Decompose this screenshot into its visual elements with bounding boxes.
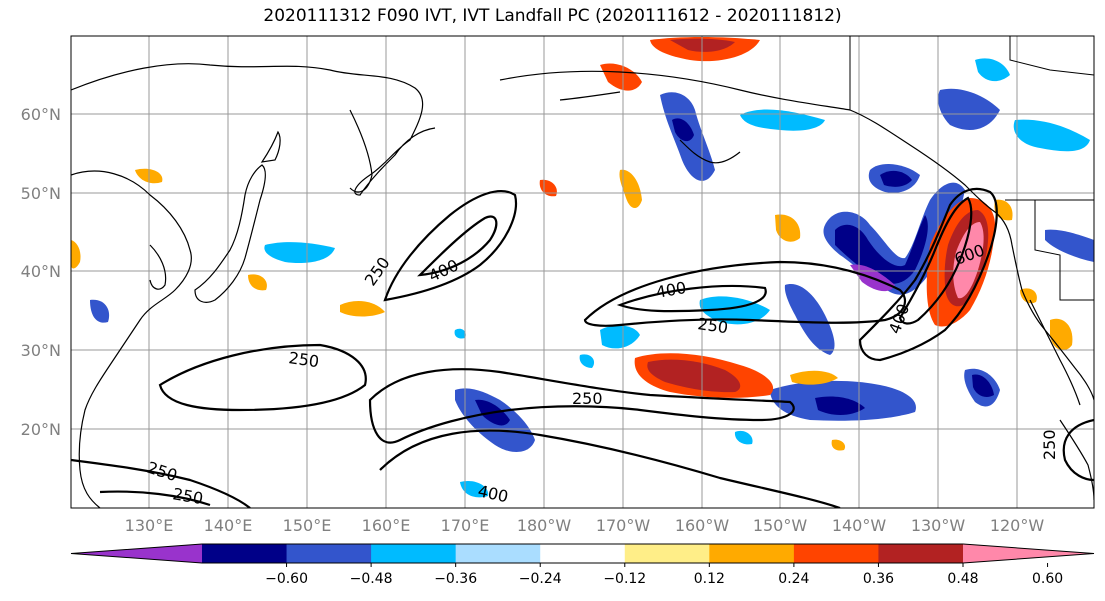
colorbar-segment — [455, 544, 541, 563]
coastline-japan — [194, 164, 266, 303]
contour-label: 250 — [287, 348, 320, 371]
contour-label: 250 — [696, 314, 729, 337]
colorbar-tick-label: 0.24 — [778, 571, 809, 587]
lat-label: 40°N — [21, 262, 61, 281]
contour-central-pacific — [583, 260, 907, 327]
lon-label: 120°W — [990, 516, 1045, 535]
colorbar-segment — [878, 544, 964, 563]
coastline-asia — [71, 170, 192, 508]
lon-label: 170°E — [441, 516, 490, 535]
lon-label: 160°E — [362, 516, 411, 535]
colorbar-tick-label: −0.60 — [265, 571, 308, 587]
colorbar-segment — [793, 544, 879, 563]
contour-ne-pacific — [858, 187, 998, 362]
latitude-labels: 60°N 50°N 40°N 30°N 20°N — [21, 105, 61, 439]
lat-label: 50°N — [21, 184, 61, 203]
lon-label: 170°W — [596, 516, 651, 535]
colorbar-outline — [70, 543, 1095, 564]
colorbar-segment — [540, 544, 626, 563]
lon-label: 130°W — [911, 516, 966, 535]
longitude-labels: 130°E 140°E 150°E 160°E 170°E 180°W 170°… — [125, 516, 1045, 535]
contour-label: 250 — [171, 484, 204, 508]
colorbar-tick-label: −0.36 — [434, 571, 477, 587]
colorbar-tick-label: −0.24 — [519, 571, 562, 587]
lon-label: 150°E — [283, 516, 332, 535]
coastlines — [71, 63, 1094, 508]
colorbar-segment — [286, 544, 372, 563]
contour-subtropical — [158, 343, 367, 412]
lat-label: 20°N — [21, 420, 61, 439]
colorbar-tick-label: 0.48 — [947, 571, 978, 587]
contour-label: 250 — [572, 389, 603, 408]
map-frame — [70, 35, 1095, 509]
coastline-korea — [149, 244, 167, 290]
map-title: 2020111312 F090 IVT, IVT Landfall PC (20… — [263, 6, 842, 26]
colorbar-segment — [709, 544, 795, 563]
colorbar-tick-label: 0.36 — [863, 571, 894, 587]
colorbar-tick-label: −0.12 — [603, 571, 646, 587]
colorbar-segment — [371, 544, 457, 563]
ivt-contours — [71, 187, 1094, 508]
colorbar-extend-max — [963, 544, 1094, 563]
lon-label: 130°E — [125, 516, 174, 535]
contour-label: 250 — [1040, 429, 1059, 460]
contour-aleutian-inner — [417, 215, 498, 277]
lon-label: 140°W — [832, 516, 887, 535]
lon-label: 180°W — [517, 516, 572, 535]
lon-label: 150°W — [753, 516, 808, 535]
lat-label: 30°N — [21, 341, 61, 360]
colorbar-tick-label: 0.12 — [694, 571, 725, 587]
colorbar: −0.60 −0.48 −0.36 −0.24 −0.12 0.12 0.24 0.36 0.4… — [70, 543, 1095, 587]
coastline-baja — [1029, 299, 1081, 406]
colorbar-extend-min — [71, 544, 202, 563]
contour-aleutian-low — [383, 190, 518, 302]
lat-label: 60°N — [21, 105, 61, 124]
colorbar-tick-label: −0.48 — [350, 571, 393, 587]
colorbar-segment — [202, 544, 288, 563]
lon-label: 140°E — [204, 516, 253, 535]
coastline-siberia — [71, 63, 436, 196]
borders — [849, 36, 1094, 301]
colorbar-tick-label: 0.60 — [1032, 571, 1063, 587]
colorbar-segment — [624, 544, 710, 563]
coastline-kamchatka — [349, 109, 373, 193]
lon-label: 160°W — [675, 516, 730, 535]
